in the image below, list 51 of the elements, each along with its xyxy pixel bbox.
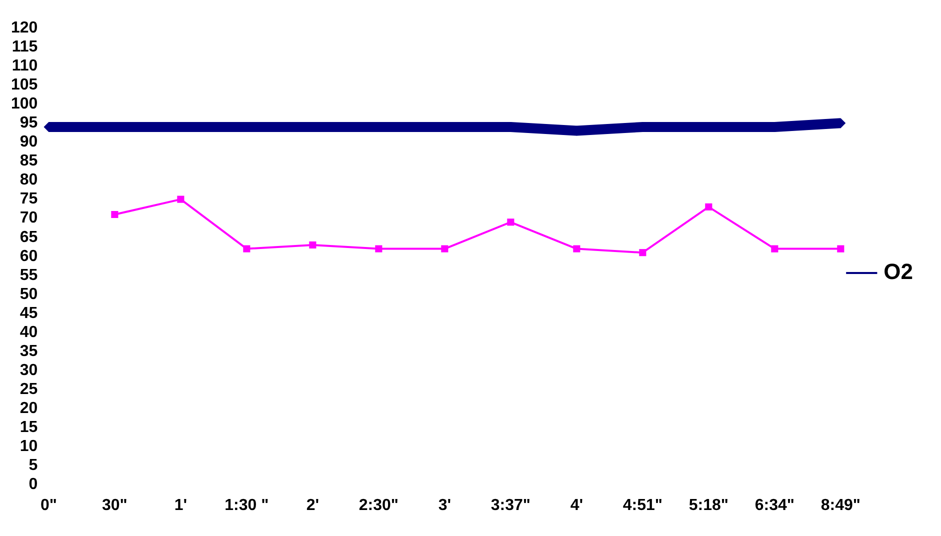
x-tick-label: 3': [438, 496, 452, 514]
y-tick-label: 30: [20, 362, 38, 380]
point: [771, 245, 778, 252]
x-tick-label: 8:49": [820, 496, 860, 514]
x-tick-label: 4:51": [622, 496, 662, 514]
point: [375, 245, 382, 252]
y-tick-label: 60: [20, 248, 38, 265]
y-tick-label: 65: [20, 228, 38, 246]
point: [111, 210, 118, 218]
x-tick-label: 6:34": [754, 496, 794, 514]
point: [243, 245, 250, 252]
y-tick-label: 85: [20, 152, 38, 170]
y-tick-label: 40: [20, 324, 38, 341]
y-tick-label: 50: [20, 286, 38, 303]
y-tick-label: 45: [20, 304, 38, 322]
x-tick-label: 2': [306, 496, 320, 514]
y-tick-label: 55: [20, 266, 38, 284]
y-tick-label: 105: [10, 76, 38, 94]
x-tick-label: 3:37": [490, 496, 530, 514]
point: [309, 241, 316, 249]
x-tick-label: 1:30 ": [224, 496, 269, 514]
y-tick-label: 110: [12, 57, 38, 74]
y-tick-label: 90: [20, 134, 38, 151]
point: [573, 245, 580, 252]
point: [507, 218, 514, 226]
x-tick-label: 4': [570, 496, 584, 514]
point: [441, 245, 448, 252]
x-tick-label: 30": [102, 496, 128, 514]
y-tick-label: 80: [20, 172, 38, 189]
y-tick-label: 15: [20, 419, 38, 436]
y-tick-label: 95: [20, 114, 38, 132]
y-tick-label: 20: [20, 400, 38, 418]
y-tick-label: 25: [20, 381, 38, 398]
y-tick-label: 70: [20, 210, 38, 227]
x-tick-label: 1': [174, 496, 188, 514]
point: [177, 196, 184, 203]
y-tick-label: 5: [28, 457, 38, 474]
x-tick-label: 0": [40, 496, 57, 514]
y-tick-label: 10: [20, 438, 38, 456]
y-tick-label: 35: [20, 342, 38, 360]
point: [705, 203, 712, 210]
y-tick-label: 115: [12, 38, 38, 56]
y-tick-label: 0: [28, 476, 38, 494]
y-tick-label: 75: [20, 190, 38, 208]
point: [639, 249, 646, 256]
legend-label: O2: [884, 259, 914, 284]
y-tick-label: 120: [10, 19, 38, 36]
point: [837, 245, 844, 252]
x-tick-label: 2:30": [358, 496, 398, 514]
x-tick-label: 5:18": [688, 496, 728, 514]
y-tick-label: 100: [10, 96, 38, 113]
